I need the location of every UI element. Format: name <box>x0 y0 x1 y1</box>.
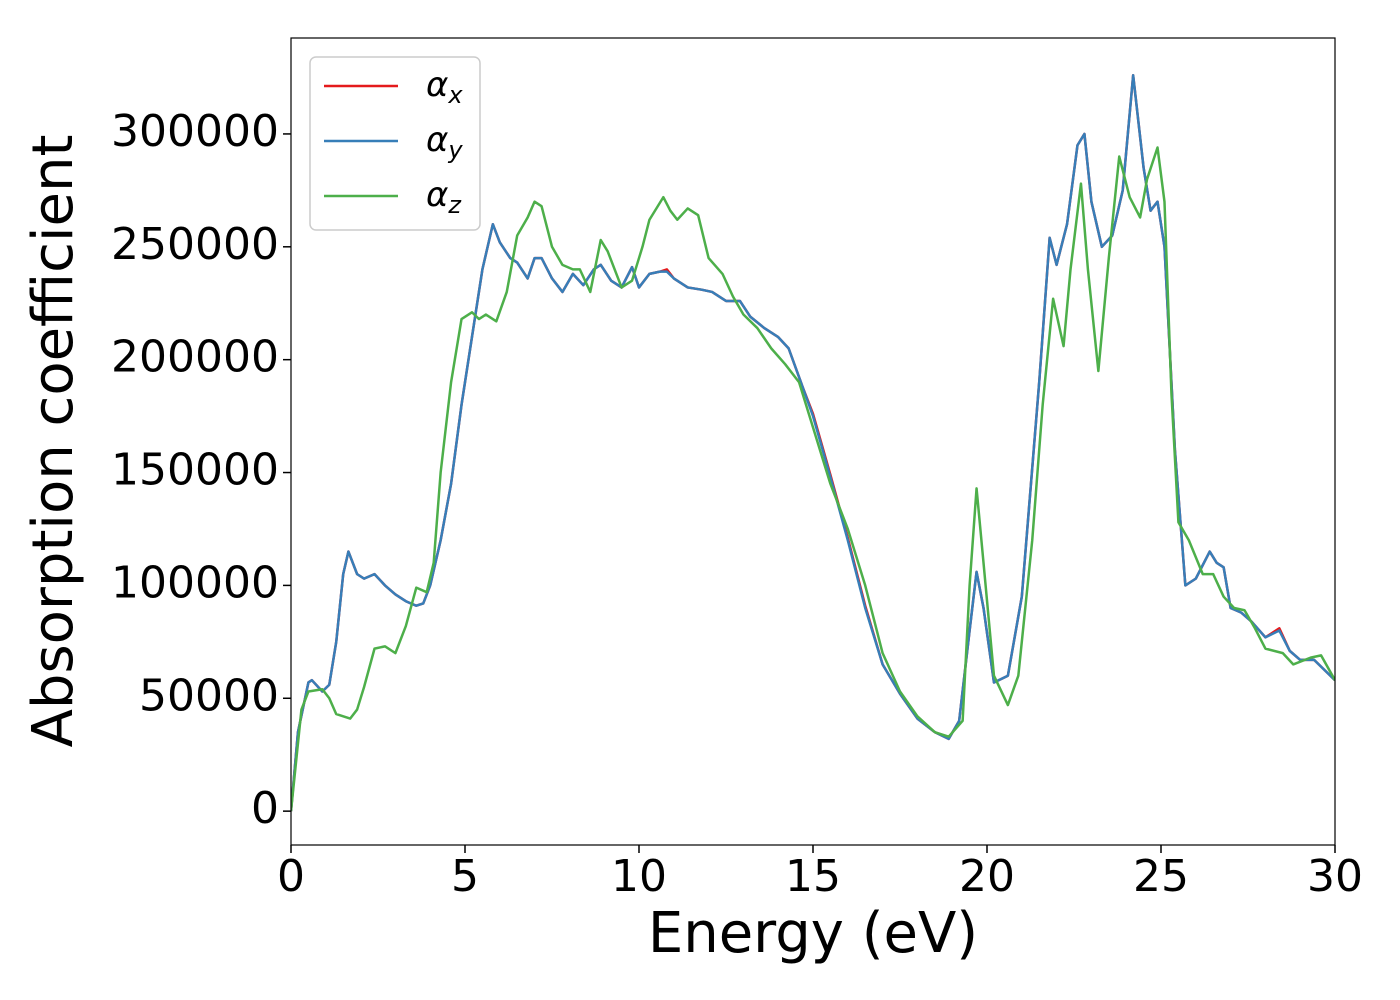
legend-text: αx <box>426 65 463 110</box>
y-tick-label: 250000 <box>111 219 279 270</box>
x-tick-label: 5 <box>451 851 479 902</box>
y-tick-label: 200000 <box>111 332 279 383</box>
plot-lines <box>291 74 1335 812</box>
x-tick-label: 0 <box>277 851 305 902</box>
x-tick-label: 20 <box>959 851 1015 902</box>
y-axis-label: Absorption coefficient <box>21 135 86 748</box>
y-tick-label: 150000 <box>111 445 279 496</box>
legend-text: αz <box>426 175 462 220</box>
series-line <box>291 74 1335 812</box>
x-tick-label: 15 <box>785 851 841 902</box>
x-tick-label: 30 <box>1307 851 1363 902</box>
y-tick-label: 100000 <box>111 557 279 608</box>
plot-frame <box>290 37 1336 846</box>
y-tick-label: 0 <box>251 783 279 834</box>
x-tick-label: 25 <box>1133 851 1189 902</box>
y-tick-label: 300000 <box>111 106 279 157</box>
legend-box <box>309 56 481 231</box>
series-line <box>291 146 1335 812</box>
x-axis-label: Energy (eV) <box>648 901 978 966</box>
x-tick-label: 10 <box>611 851 667 902</box>
legend-text: αy <box>426 120 463 165</box>
y-tick-label: 50000 <box>139 670 279 721</box>
